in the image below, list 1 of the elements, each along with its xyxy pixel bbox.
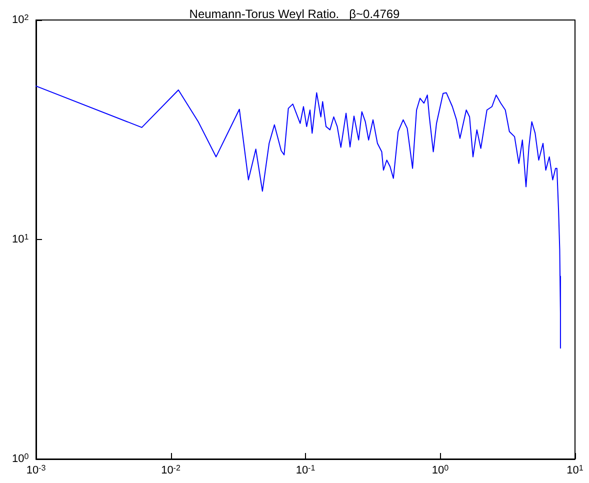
chart-title: Neumann-Torus Weyl Ratio. β~0.4769: [189, 7, 400, 21]
